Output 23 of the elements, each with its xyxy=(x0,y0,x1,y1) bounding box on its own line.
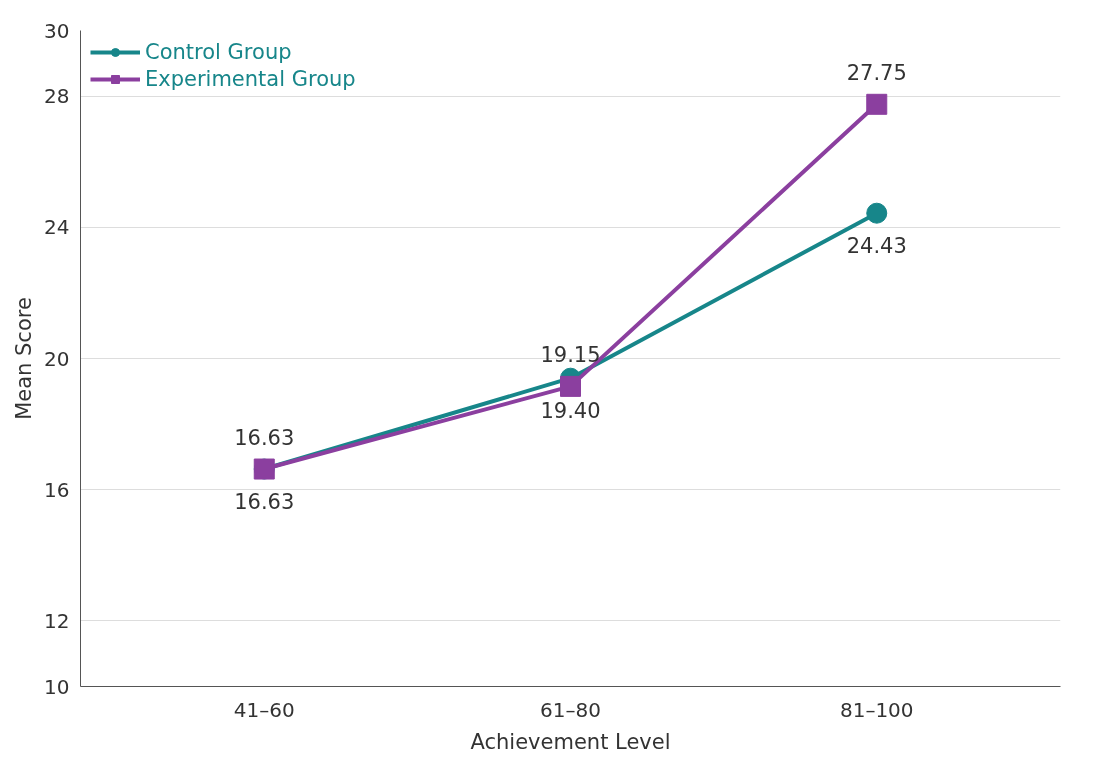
x-tick-label: 41–60 xyxy=(233,697,295,722)
x-tick-label: 61–80 xyxy=(540,697,601,722)
x-axis-title: Achievement Level xyxy=(470,729,671,754)
point xyxy=(866,202,888,224)
y-tick-label: 30 xyxy=(44,18,70,43)
data-label: 19.40 xyxy=(540,399,601,424)
y-tick-label: 28 xyxy=(44,84,70,109)
point xyxy=(866,93,888,115)
legend-label: Experimental Group xyxy=(145,67,356,91)
y-tick-label: 24 xyxy=(44,215,70,240)
data-label: 16.63 xyxy=(234,490,295,515)
y-tick-label: 12 xyxy=(44,608,70,633)
data-label: 16.63 xyxy=(234,426,295,451)
y-tick-label: 10 xyxy=(44,674,70,699)
y-tick-label: 16 xyxy=(44,477,70,502)
data-label: 27.75 xyxy=(846,61,907,86)
y-axis-title: Mean Score xyxy=(12,297,37,420)
point xyxy=(560,375,581,397)
data-label: 19.15 xyxy=(540,343,601,368)
data-label: 24.43 xyxy=(846,234,907,259)
y-tick-label: 20 xyxy=(44,346,70,371)
legend-label: Control Group xyxy=(145,40,292,64)
x-tick-label: 81–100 xyxy=(839,697,914,722)
